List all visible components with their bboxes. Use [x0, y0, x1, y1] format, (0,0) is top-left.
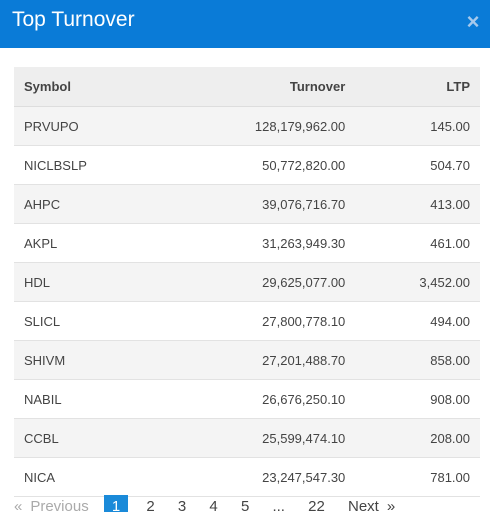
next-arrow-icon: » — [386, 498, 396, 512]
page-2-button[interactable]: 2 — [146, 498, 155, 512]
cell-symbol: SLICL — [14, 301, 161, 341]
cell-turnover: 128,179,962.00 — [160, 106, 356, 146]
cell-ltp: 413.00 — [355, 184, 480, 224]
turnover-table: Symbol Turnover LTP PRVUPO 128,179,962.0… — [14, 67, 480, 497]
table-row: HDL 29,625,077.00 3,452.00 — [14, 262, 480, 302]
table-row: NICLBSLP 50,772,820.00 504.70 — [14, 145, 480, 185]
cell-turnover: 39,076,716.70 — [160, 184, 356, 224]
cell-symbol: HDL — [14, 262, 161, 302]
cell-turnover: 27,800,778.10 — [160, 301, 356, 341]
page-1-button[interactable]: 1 — [103, 495, 129, 512]
cell-ltp: 908.00 — [355, 379, 480, 419]
close-icon[interactable]: × — [466, 9, 480, 34]
table-row: SHIVM 27,201,488.70 858.00 — [14, 340, 480, 380]
page-3-button[interactable]: 3 — [177, 498, 187, 512]
next-button[interactable]: Next » — [348, 495, 395, 512]
cell-ltp: 494.00 — [355, 301, 480, 341]
cell-turnover: 31,263,949.30 — [160, 223, 356, 263]
column-header-ltp[interactable]: LTP — [355, 67, 480, 107]
cell-ltp: 3,452.00 — [355, 262, 480, 302]
pagination-ellipsis: ... — [272, 498, 285, 512]
turnover-table-container: Symbol Turnover LTP PRVUPO 128,179,962.0… — [14, 67, 480, 497]
table-row: PRVUPO 128,179,962.00 145.00 — [14, 106, 480, 146]
column-header-turnover[interactable]: Turnover — [160, 67, 356, 107]
previous-button[interactable]: « Previous — [14, 495, 89, 512]
table-header-row: Symbol Turnover LTP — [14, 67, 480, 107]
table-row: AHPC 39,076,716.70 413.00 — [14, 184, 480, 224]
cell-symbol: AHPC — [14, 184, 161, 224]
cell-symbol: SHIVM — [14, 340, 161, 380]
cell-symbol: NICLBSLP — [14, 145, 161, 185]
cell-symbol: NICA — [14, 457, 161, 497]
pagination: « Previous 1 2 3 4 5 ... 22 Next » — [14, 495, 406, 512]
cell-ltp: 461.00 — [355, 223, 480, 263]
table-row: SLICL 27,800,778.10 494.00 — [14, 301, 480, 341]
cell-turnover: 26,676,250.10 — [160, 379, 356, 419]
previous-arrow-icon: « — [14, 498, 23, 512]
column-header-symbol[interactable]: Symbol — [14, 67, 161, 107]
table-row: NICA 23,247,547.30 781.00 — [14, 457, 480, 497]
page-22-button[interactable]: 22 — [308, 498, 325, 512]
modal-title: Top Turnover — [12, 8, 135, 31]
cell-symbol: PRVUPO — [14, 106, 161, 146]
page-5-button[interactable]: 5 — [240, 498, 250, 512]
cell-turnover: 23,247,547.30 — [160, 457, 356, 497]
table-row: NABIL 26,676,250.10 908.00 — [14, 379, 480, 419]
cell-ltp: 504.70 — [355, 145, 480, 185]
cell-ltp: 208.00 — [355, 418, 480, 458]
cell-ltp: 145.00 — [355, 106, 480, 146]
cell-turnover: 25,599,474.10 — [160, 418, 356, 458]
next-label: Next — [348, 498, 379, 512]
cell-symbol: AKPL — [14, 223, 161, 263]
cell-ltp: 781.00 — [355, 457, 480, 497]
cell-turnover: 29,625,077.00 — [160, 262, 356, 302]
cell-symbol: NABIL — [14, 379, 161, 419]
previous-label: Previous — [30, 498, 89, 512]
modal-header: Top Turnover × — [0, 0, 490, 48]
cell-turnover: 50,772,820.00 — [160, 145, 356, 185]
table-row: AKPL 31,263,949.30 461.00 — [14, 223, 480, 263]
page-4-button[interactable]: 4 — [209, 498, 218, 512]
cell-ltp: 858.00 — [355, 340, 480, 380]
table-row: CCBL 25,599,474.10 208.00 — [14, 418, 480, 458]
cell-turnover: 27,201,488.70 — [160, 340, 356, 380]
cell-symbol: CCBL — [14, 418, 161, 458]
